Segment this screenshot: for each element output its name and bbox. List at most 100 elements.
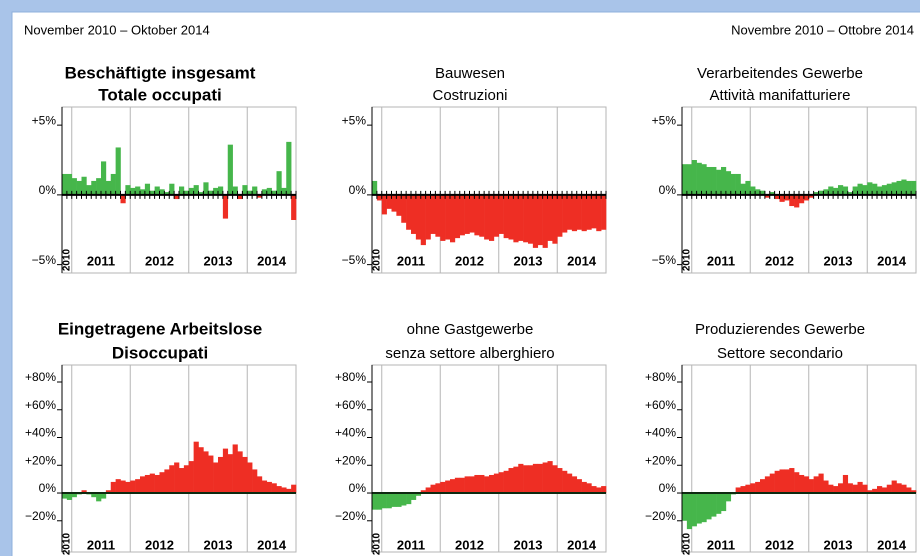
bar <box>459 194 465 236</box>
bar <box>774 470 780 494</box>
bar <box>828 484 834 494</box>
bar <box>489 194 495 241</box>
bar <box>469 476 475 494</box>
bar <box>828 186 834 195</box>
bar <box>391 194 397 212</box>
y-tick-label: +80% <box>645 370 676 384</box>
bar <box>532 194 539 248</box>
bar <box>596 487 602 494</box>
bar <box>813 192 819 195</box>
bar <box>877 486 883 494</box>
bar <box>896 483 902 494</box>
y-tick-label: +40% <box>335 426 366 440</box>
bar <box>130 480 136 494</box>
bar <box>523 465 529 494</box>
y-tick-label: +60% <box>335 398 366 412</box>
bar <box>872 183 878 195</box>
bar <box>474 194 480 236</box>
bar <box>291 194 297 220</box>
year-label: 2011 <box>87 253 115 268</box>
bar <box>498 194 504 234</box>
chart-title: Beschäftigte insgesamt <box>65 63 256 82</box>
bar <box>901 179 907 195</box>
bar <box>513 194 519 243</box>
bar <box>808 479 814 494</box>
y-tick-label: +40% <box>25 426 56 440</box>
bar <box>159 189 165 195</box>
bar <box>596 194 602 232</box>
bar <box>218 456 224 494</box>
bar <box>735 173 741 195</box>
bar <box>232 186 238 195</box>
bar <box>547 194 553 241</box>
bar <box>730 173 736 195</box>
chart-subtitle: senza settore alberghiero <box>385 345 554 362</box>
bar <box>872 488 878 494</box>
bar <box>779 469 785 494</box>
bar <box>789 468 795 494</box>
bar <box>286 141 292 195</box>
bar <box>237 451 243 494</box>
bar <box>867 490 873 494</box>
year-label: 2014 <box>567 537 597 552</box>
y-tick-label: −5% <box>32 253 57 267</box>
bar <box>508 194 514 240</box>
bar <box>484 476 490 494</box>
bar <box>450 479 456 494</box>
header-right: Novembre 2010 – Ottobre 2014 <box>731 22 914 37</box>
bar <box>222 448 229 494</box>
chart-title: Verarbeitendes Gewerbe <box>697 65 863 82</box>
bar <box>857 481 863 494</box>
year-label: 2010 <box>372 248 383 271</box>
bar <box>247 190 253 195</box>
bar <box>852 186 858 195</box>
y-tick-label: +5% <box>342 113 367 127</box>
bar <box>503 194 509 239</box>
bar <box>755 189 761 195</box>
bar <box>149 190 155 195</box>
bar <box>445 194 451 240</box>
bar <box>571 194 578 232</box>
bar <box>115 147 121 195</box>
y-tick-label: +20% <box>25 453 56 467</box>
bar <box>381 194 387 215</box>
bar <box>581 481 587 494</box>
year-label: 2011 <box>397 253 425 268</box>
bar <box>823 480 829 494</box>
bar <box>760 190 766 195</box>
bar <box>803 476 810 494</box>
bar <box>425 487 431 494</box>
bar <box>125 481 131 494</box>
bar <box>881 487 888 494</box>
bar <box>459 477 465 494</box>
bar <box>105 490 112 494</box>
bar <box>576 479 582 494</box>
bar <box>188 187 194 195</box>
bar <box>144 183 151 195</box>
bar <box>528 465 534 494</box>
bar <box>179 468 185 494</box>
bar <box>406 493 412 505</box>
bar <box>838 483 844 494</box>
bar <box>813 476 819 494</box>
bar <box>188 461 194 494</box>
y-tick-label: 0% <box>659 183 677 197</box>
y-tick-label: +40% <box>645 426 676 440</box>
bar <box>115 479 121 494</box>
year-label: 2012 <box>145 253 174 268</box>
bar <box>435 483 441 494</box>
bar <box>91 180 97 195</box>
bar <box>81 176 87 195</box>
bar <box>420 194 426 246</box>
bar <box>101 493 107 499</box>
bar <box>784 194 790 201</box>
bar <box>372 493 378 510</box>
year-label: 2012 <box>145 537 174 552</box>
year-label: 2010 <box>372 532 383 555</box>
bar <box>760 479 766 494</box>
bar <box>886 484 892 494</box>
bar <box>474 474 480 494</box>
bar <box>833 187 839 195</box>
bar <box>701 164 707 195</box>
